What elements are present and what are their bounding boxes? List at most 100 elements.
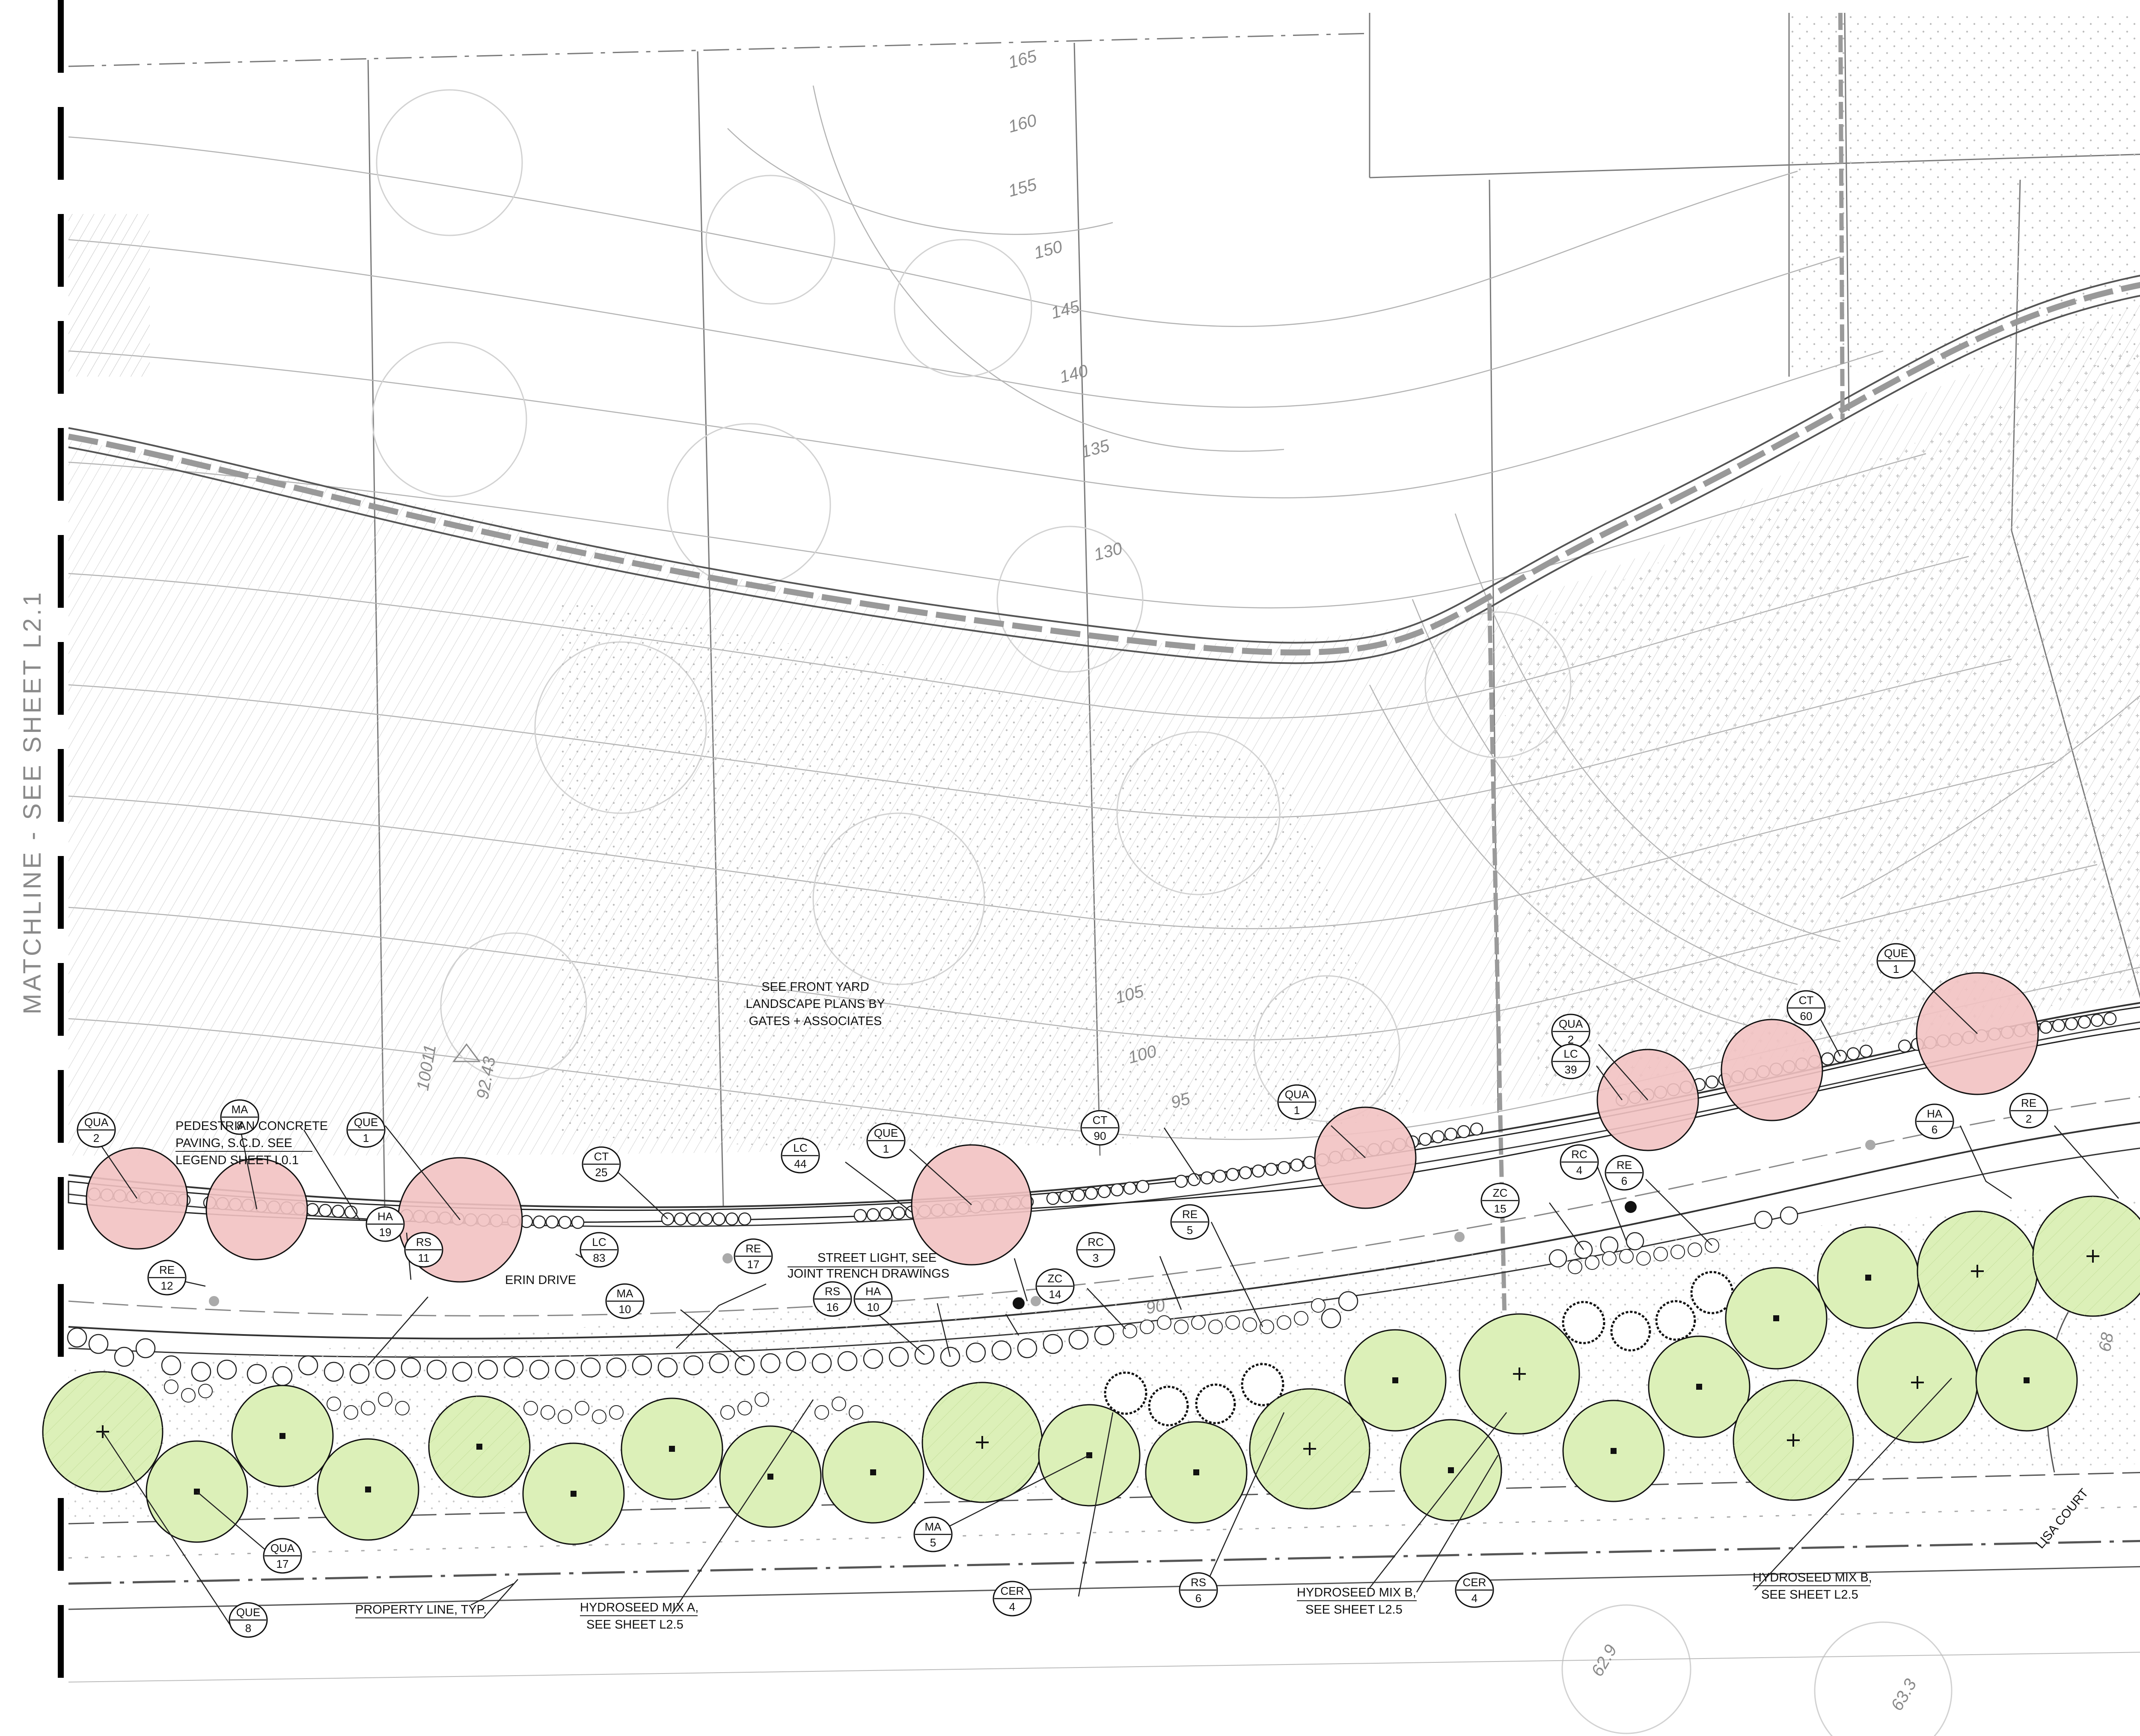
plant-tag-code: HA <box>865 1285 881 1298</box>
label-erin-drive: ERIN DRIVE <box>505 1273 576 1287</box>
plant-tag-code: ZC <box>1048 1272 1063 1285</box>
ornamental-shrubs <box>1104 1271 1734 1427</box>
contour-label: 62.9 <box>1588 1641 1621 1680</box>
plant-tag: MA 5 <box>913 1516 953 1552</box>
plant-tag-code: RE <box>159 1263 175 1276</box>
contour-label: 165 <box>1006 47 1039 72</box>
note-street-light: STREET LIGHT, SEE JOINT TRENCH DRAWINGS <box>788 1251 949 1281</box>
plant-tag-qty: 10 <box>619 1303 631 1316</box>
tree-center-marks <box>194 1275 2030 1497</box>
contour-label: 155 <box>1006 175 1039 201</box>
plant-tag-code: RC <box>1088 1236 1104 1248</box>
note-hydroseed-b1-line-1: HYDROSEED MIX B, <box>1297 1586 1416 1599</box>
plant-tag-code: LC <box>793 1141 807 1154</box>
plant-tag-code: MA <box>232 1103 249 1116</box>
utility-markers <box>209 1140 1875 1306</box>
plant-tag-qty: 3 <box>1093 1251 1099 1264</box>
note-hydroseed-b2-line-2: SEE SHEET L2.5 <box>1761 1588 1858 1602</box>
plant-tag-code: HA <box>377 1210 393 1223</box>
plant-tag-qty: 8 <box>237 1119 243 1132</box>
matchline-label: MATCHLINE - SEE SHEET L2.1 <box>18 590 46 1014</box>
plant-tag: ZC 15 <box>1480 1183 1520 1219</box>
leader-lines <box>95 967 2119 1627</box>
plant-tag-code: QUA <box>84 1116 109 1129</box>
note-hydroseed-a-line-1: HYDROSEED MIX A, <box>580 1601 698 1614</box>
plant-tag-code: LC <box>1563 1047 1578 1060</box>
survey-triangle-symbol <box>452 1043 481 1062</box>
plant-tag: CT 90 <box>1080 1110 1120 1146</box>
plant-tag-code: CT <box>594 1150 609 1163</box>
plant-tag: HA 6 <box>1915 1103 1954 1139</box>
plant-tag: QUE 1 <box>346 1112 386 1148</box>
note-hydroseed-b1-line-2: SEE SHEET L2.5 <box>1305 1603 1403 1617</box>
street-light-fixtures <box>1013 1201 1637 1309</box>
plant-tag-code: LC <box>592 1236 606 1248</box>
left-crosshatch-area <box>68 214 150 377</box>
note-hydroseed-b2-line-1: HYDROSEED MIX B, <box>1753 1571 1872 1584</box>
contour-label: 145 <box>1049 297 1082 323</box>
plant-tag-qty: 17 <box>276 1558 289 1570</box>
plant-tag: RE 2 <box>2009 1093 2048 1129</box>
plant-tag-code: RE <box>1182 1208 1198 1221</box>
plant-tag-code: RS <box>416 1236 431 1248</box>
plant-tag-qty: 6 <box>1932 1123 1938 1136</box>
plant-tag-qty: 5 <box>1187 1224 1193 1237</box>
plant-tag: CT 60 <box>1786 990 1826 1026</box>
upper-right-dots-area <box>1789 13 2140 372</box>
plant-tag-code: ZC <box>1493 1186 1508 1199</box>
note-front-yard-line-2: LANDSCAPE PLANS BY <box>746 997 885 1011</box>
plant-tag-code: CT <box>1093 1114 1108 1127</box>
plant-tag: RS 16 <box>813 1281 852 1317</box>
plant-tag-qty: 4 <box>1471 1592 1477 1605</box>
plant-tag-qty: 1 <box>363 1132 369 1144</box>
note-property-line-text: PROPERTY LINE, TYP. <box>355 1603 487 1617</box>
plant-tag-code: QUE <box>236 1606 260 1619</box>
plant-tag: QUE 8 <box>229 1602 268 1638</box>
plant-tag-code: MA <box>617 1287 634 1300</box>
plant-tag-code: QUE <box>354 1116 378 1129</box>
contour-label: 68 <box>2095 1331 2117 1353</box>
plant-tag: QUA 2 <box>77 1112 116 1148</box>
plant-tag: QUE 1 <box>1876 943 1916 979</box>
plant-tag: RC 3 <box>1076 1232 1115 1268</box>
south-small-shrubs <box>164 1238 1719 1424</box>
plant-tag-qty: 1 <box>1893 963 1899 975</box>
plant-tag-qty: 8 <box>245 1622 251 1635</box>
note-hydroseed-b-2: HYDROSEED MIX B, SEE SHEET L2.5 <box>1753 1571 1872 1602</box>
plant-tag-code: RS <box>825 1285 840 1298</box>
note-hydroseed-b-1: HYDROSEED MIX B, SEE SHEET L2.5 <box>1297 1586 1417 1617</box>
note-property-line: PROPERTY LINE, TYP. <box>355 1579 518 1618</box>
plant-tag: QUE 1 <box>866 1123 906 1159</box>
plant-tag: ZC 14 <box>1035 1268 1075 1304</box>
plant-tag-qty: 5 <box>930 1536 936 1549</box>
plant-tag-qty: 12 <box>161 1279 173 1292</box>
note-pedestrian-line-2: PAVING, S.C.D. SEE <box>175 1136 292 1150</box>
plant-tag-qty: 19 <box>379 1226 392 1239</box>
plant-tag-qty: 83 <box>593 1251 606 1264</box>
plant-tag-code: CT <box>1799 994 1814 1007</box>
plant-tag: CT 25 <box>582 1146 621 1182</box>
contour-label: 140 <box>1058 361 1090 387</box>
plant-tag: RS 11 <box>404 1232 443 1268</box>
note-front-yard-line-1: SEE FRONT YARD <box>761 980 869 994</box>
plant-tag: QUA 17 <box>263 1538 302 1574</box>
plant-tag: QUA 1 <box>1277 1084 1317 1120</box>
plant-tag-code: RC <box>1571 1148 1587 1161</box>
plant-tag-qty: 2 <box>2026 1112 2032 1125</box>
plant-tag-qty: 4 <box>1576 1164 1582 1177</box>
note-pedestrian-paving: PEDESTRIAN CONCRETE PAVING, S.C.D. SEE L… <box>175 1119 328 1167</box>
note-front-yard: SEE FRONT YARD LANDSCAPE PLANS BY GATES … <box>746 980 885 1028</box>
plant-tag: LC 83 <box>580 1232 619 1268</box>
contour-label: 63.3 <box>1887 1676 1920 1714</box>
plant-tag-qty: 15 <box>1494 1202 1507 1215</box>
note-pedestrian-line-3: LEGEND SHEET L0.1 <box>175 1153 299 1167</box>
plant-tag-qty: 6 <box>1621 1174 1627 1187</box>
plant-tag: RC 4 <box>1560 1144 1599 1180</box>
note-street-light-line-2: JOINT TRENCH DRAWINGS <box>788 1267 949 1281</box>
upper-trail <box>68 274 2140 664</box>
plant-tag-qty: 6 <box>1195 1592 1201 1605</box>
plant-tag-qty: 44 <box>794 1157 807 1170</box>
plant-tag-code: QUA <box>270 1542 295 1555</box>
plant-tag-code: RE <box>1617 1159 1632 1171</box>
